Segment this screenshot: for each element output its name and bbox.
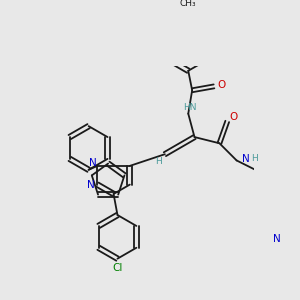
Text: N: N [87,180,95,190]
Text: H: H [251,154,258,164]
Text: HN: HN [183,103,196,112]
Text: O: O [218,80,226,90]
Text: Cl: Cl [112,263,123,273]
Text: O: O [230,112,238,122]
Text: N: N [89,158,97,168]
Text: N: N [273,234,281,244]
Text: N: N [242,154,250,164]
Text: H: H [155,158,162,166]
Text: CH₃: CH₃ [180,0,196,8]
